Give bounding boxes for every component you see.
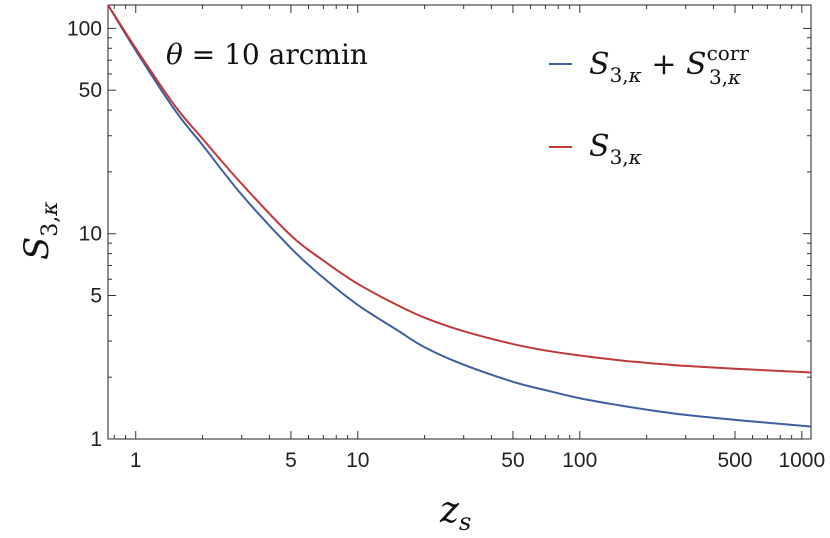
legend: S3,κ + Scorr 3,κ S3,κ [549,41,749,169]
y-axis-label: S3,κ [17,201,63,260]
y-axis-ticks: 1 5 10 50 100 [67,17,811,451]
x-tick-label: 1000 [778,449,825,472]
y-tick-label: 100 [67,17,102,40]
x-axis-ticks: 1 5 10 50 100 500 1000 [113,5,825,472]
y-tick-label: 50 [79,79,102,102]
x-tick-label: 50 [501,449,524,472]
annotation: θ = 10 arcmin [166,38,368,71]
legend-label-total: S3,κ + Scorr 3,κ [589,41,749,89]
x-tick-label: 1 [130,449,142,472]
series-line-s3kappa [107,4,812,374]
y-tick-label: 1 [90,428,102,451]
x-tick-label: 5 [285,449,297,472]
x-tick-label: 10 [346,449,369,472]
y-tick-label: 10 [79,223,102,246]
x-tick-label: 100 [562,449,597,472]
series-line-total [107,4,812,428]
x-axis-label: zs [439,490,471,536]
y-tick-label: 5 [90,284,102,307]
x-tick-label: 500 [717,449,752,472]
plot-frame [107,4,812,440]
legend-label-s3kappa: S3,κ [589,129,642,169]
